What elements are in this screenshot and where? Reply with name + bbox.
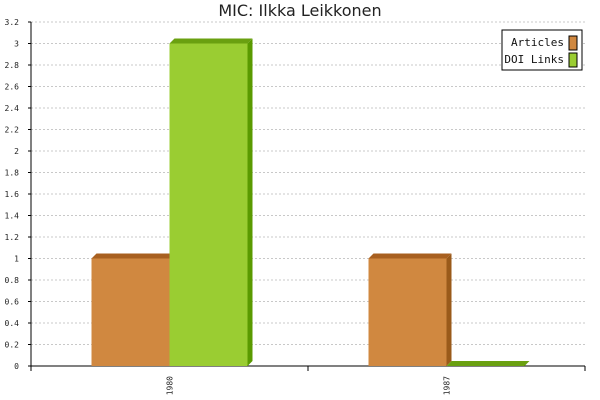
bar-front-face bbox=[368, 258, 447, 366]
bar-doi-links-1980 bbox=[169, 38, 253, 366]
y-tick-label: 2.6 bbox=[5, 83, 20, 92]
bar-front-face bbox=[169, 43, 248, 366]
y-tick-label: 1.6 bbox=[5, 190, 20, 199]
y-tick-label: 0.4 bbox=[5, 319, 20, 328]
legend: Articles DOI Links bbox=[501, 29, 583, 71]
bar-side-face bbox=[446, 253, 452, 366]
bar-top-face bbox=[169, 38, 253, 44]
y-tick-label: 2 bbox=[14, 147, 19, 156]
bar-articles-1987 bbox=[368, 253, 452, 366]
bar-top-face bbox=[446, 361, 530, 366]
bars bbox=[91, 38, 530, 366]
y-tick-label: 2.4 bbox=[5, 104, 20, 113]
y-tick-label: 0.8 bbox=[5, 276, 20, 285]
legend-label: DOI Links bbox=[504, 53, 564, 66]
grid bbox=[31, 21, 585, 345]
y-tick-label: 1.8 bbox=[5, 169, 20, 178]
y-tick-label: 0 bbox=[14, 362, 19, 371]
chart-title: MIC: Ilkka Leikkonen bbox=[218, 1, 381, 20]
bar-front-face bbox=[91, 258, 170, 366]
y-tick-label: 0.2 bbox=[5, 341, 20, 350]
y-tick-label: 1 bbox=[14, 255, 19, 264]
y-tick-label: 1.4 bbox=[5, 212, 20, 221]
bar-side-face bbox=[247, 38, 253, 366]
y-tick-label: 2.8 bbox=[5, 61, 20, 70]
y-tick-label: 1.2 bbox=[5, 233, 20, 242]
legend-label: Articles bbox=[511, 36, 564, 49]
bar-doi-links-1987 bbox=[446, 361, 530, 366]
y-tick-label: 3 bbox=[14, 40, 19, 49]
y-tick-label: 2.2 bbox=[5, 126, 20, 135]
bar-top-face bbox=[368, 253, 452, 259]
x-tick-label: 1987 bbox=[443, 376, 452, 395]
x-tick-label: 1980 bbox=[166, 376, 175, 395]
legend-swatch bbox=[568, 52, 578, 68]
bar-top-face bbox=[91, 253, 175, 259]
bar-articles-1980 bbox=[91, 253, 175, 366]
legend-swatch bbox=[568, 35, 578, 51]
y-tick-label: 0.6 bbox=[5, 298, 20, 307]
y-tick-label: 3.2 bbox=[5, 18, 20, 27]
